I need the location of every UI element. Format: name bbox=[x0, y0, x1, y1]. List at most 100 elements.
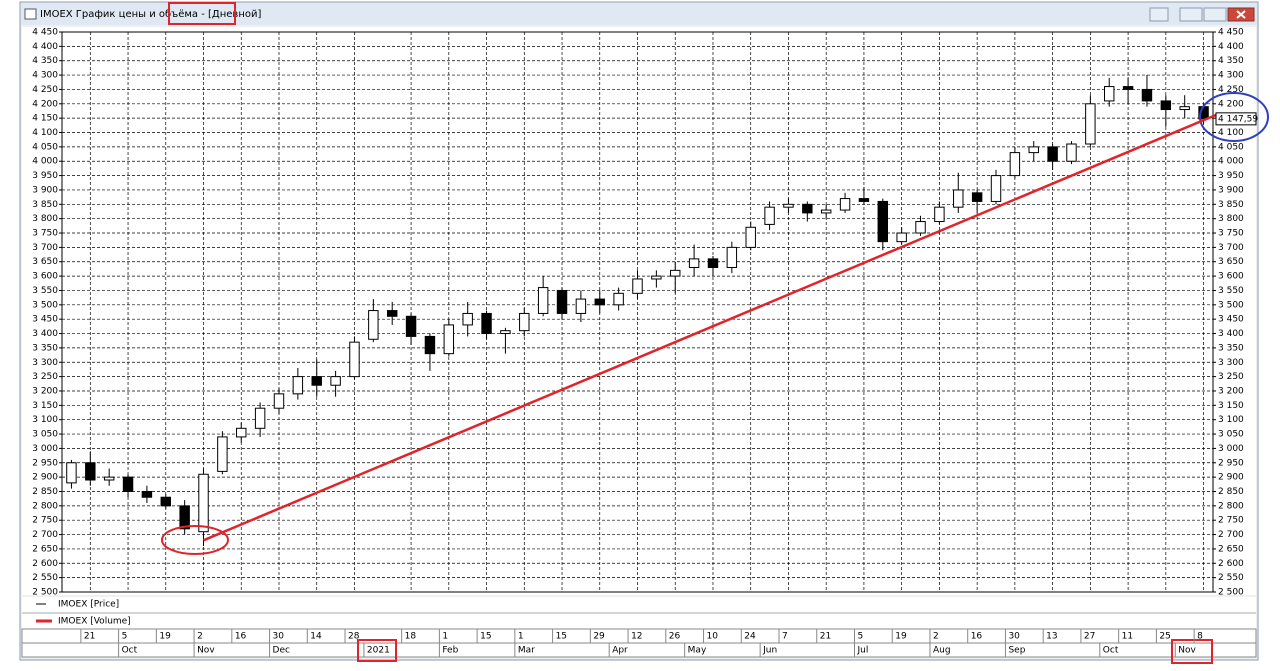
candle-body bbox=[839, 198, 851, 211]
x-tick-label: 16 bbox=[971, 632, 983, 642]
x-tick-label: 30 bbox=[1008, 632, 1020, 642]
y-tick-label: 3 850 bbox=[32, 200, 58, 210]
candle-body bbox=[594, 298, 605, 306]
candle-body bbox=[481, 312, 492, 335]
candle-body bbox=[556, 289, 568, 314]
month-label: Mar bbox=[518, 646, 535, 656]
x-tick-label: 24 bbox=[744, 632, 756, 642]
y-tick-label: 3 950 bbox=[1218, 171, 1244, 181]
y-tick-label: 3 500 bbox=[32, 300, 58, 310]
candle-body bbox=[405, 315, 417, 337]
y-tick-label: 2 900 bbox=[32, 473, 58, 483]
candle-body bbox=[670, 269, 681, 277]
y-tick-label: 3 550 bbox=[1218, 286, 1244, 296]
x-tick-label: 5 bbox=[857, 632, 863, 642]
y-tick-label: 3 250 bbox=[1218, 372, 1244, 382]
y-tick-label: 4 450 bbox=[32, 28, 58, 38]
candle-body bbox=[537, 287, 549, 314]
candles bbox=[66, 75, 1209, 547]
y-tick-label: 2 600 bbox=[1218, 559, 1244, 569]
x-tick-label: 2 bbox=[197, 632, 203, 642]
y-tick-label: 2 500 bbox=[32, 588, 58, 598]
window-title: IMOEX График цены и объёма - [Дневной] bbox=[40, 9, 261, 20]
candle-body bbox=[349, 341, 360, 378]
y-tick-label: 2 650 bbox=[32, 544, 58, 554]
y-tick-label: 4 350 bbox=[1218, 56, 1244, 66]
x-tick-label: 19 bbox=[159, 632, 171, 642]
y-tick-label: 2 800 bbox=[32, 501, 58, 511]
candle-body bbox=[103, 476, 115, 481]
y-tick-label: 2 800 bbox=[1218, 501, 1244, 511]
y-tick-label: 3 100 bbox=[1218, 415, 1244, 425]
y-tick-label: 4 400 bbox=[32, 42, 58, 52]
highlight-ellipse bbox=[161, 525, 229, 555]
y-tick-label: 2 950 bbox=[1218, 458, 1244, 468]
y-tick-label: 3 100 bbox=[32, 415, 58, 425]
pin-button[interactable] bbox=[1149, 7, 1169, 22]
y-tick-label: 2 500 bbox=[1218, 588, 1244, 598]
month-label: Sep bbox=[1008, 646, 1025, 656]
y-tick-label: 2 700 bbox=[32, 530, 58, 540]
x-tick-label: 2 bbox=[933, 632, 939, 642]
y-tick-label: 2 850 bbox=[32, 487, 58, 497]
candle-body bbox=[519, 312, 530, 332]
x-tick-label: 27 bbox=[1084, 632, 1095, 642]
y-tick-label: 4 350 bbox=[32, 56, 58, 66]
candle-body bbox=[745, 226, 756, 248]
x-tick-label: 16 bbox=[235, 632, 247, 642]
y-tick-label: 3 950 bbox=[32, 171, 58, 181]
y-tick-label: 3 400 bbox=[1218, 329, 1244, 339]
y-tick-label: 3 700 bbox=[1218, 243, 1244, 253]
candle-body bbox=[179, 505, 190, 530]
candle-body bbox=[915, 221, 926, 234]
candle-body bbox=[990, 175, 1002, 202]
y-tick-label: 3 300 bbox=[1218, 358, 1244, 368]
x-tick-label: 29 bbox=[593, 632, 605, 642]
candle-body bbox=[1047, 146, 1058, 162]
candle-body bbox=[858, 198, 870, 202]
y-tick-label: 4 100 bbox=[1218, 128, 1244, 138]
x-tick-label: 15 bbox=[480, 632, 491, 642]
y-tick-label: 3 750 bbox=[1218, 229, 1244, 239]
y-tick-label: 2 750 bbox=[1218, 516, 1244, 526]
highlight-box bbox=[168, 2, 236, 25]
candle-body bbox=[632, 278, 643, 294]
candle-body bbox=[1141, 88, 1153, 102]
y-tick-label: 2 750 bbox=[32, 516, 58, 526]
minimize-button[interactable] bbox=[1179, 7, 1203, 22]
candle-body bbox=[1085, 103, 1096, 145]
window-icon bbox=[24, 8, 37, 20]
x-tick-label: 8 bbox=[1197, 632, 1203, 642]
title-text: IMOEX График цены и объёма - bbox=[40, 9, 208, 20]
candle-body bbox=[688, 258, 700, 268]
candle-body bbox=[953, 189, 964, 208]
y-tick-label: 4 200 bbox=[32, 99, 58, 109]
candle-body bbox=[1009, 152, 1021, 177]
x-tick-label: 25 bbox=[1159, 632, 1170, 642]
y-tick-label: 3 050 bbox=[1218, 430, 1244, 440]
candle-body bbox=[1160, 100, 1172, 111]
candle-body bbox=[254, 407, 266, 429]
legend-label: IMOEX [Price] bbox=[58, 600, 119, 610]
y-tick-label: 3 250 bbox=[32, 372, 58, 382]
legend-label: IMOEX [Volume] bbox=[58, 617, 131, 627]
grid bbox=[59, 31, 1216, 593]
candle-body bbox=[726, 246, 738, 268]
candle-body bbox=[575, 298, 587, 314]
candle-body bbox=[424, 335, 436, 355]
candle-body bbox=[386, 310, 398, 317]
candle-body bbox=[198, 473, 209, 533]
y-tick-label: 3 650 bbox=[32, 257, 58, 267]
y-tick-label: 3 150 bbox=[32, 401, 58, 411]
y-tick-label: 4 000 bbox=[32, 157, 58, 167]
y-tick-label: 4 250 bbox=[32, 85, 58, 95]
y-tick-label: 3 000 bbox=[32, 444, 58, 454]
y-tick-label: 3 600 bbox=[32, 272, 58, 282]
x-tick-label: 18 bbox=[405, 632, 417, 642]
y-tick-label: 2 900 bbox=[1218, 473, 1244, 483]
candle-body bbox=[802, 203, 813, 214]
maximize-button[interactable] bbox=[1203, 7, 1227, 22]
candle-body bbox=[651, 275, 662, 280]
y-tick-label: 3 900 bbox=[1218, 185, 1244, 195]
